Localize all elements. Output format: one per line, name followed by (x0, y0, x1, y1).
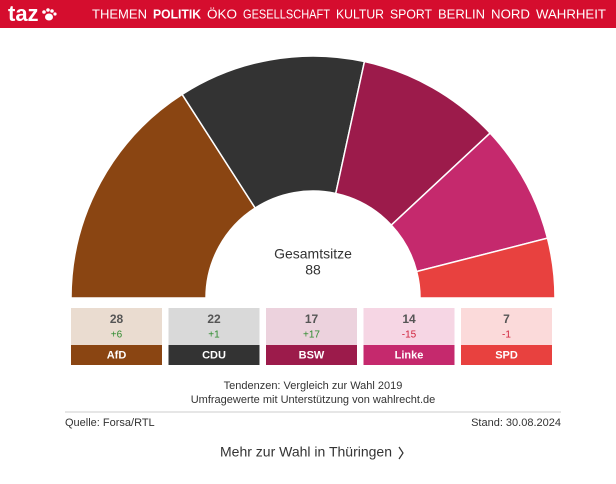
seat-count: 7 (503, 312, 510, 326)
seat-change: +17 (303, 330, 320, 341)
nav-item[interactable]: ÖKO (207, 6, 237, 21)
seat-segment (181, 55, 366, 210)
party-name: SPD (495, 349, 518, 361)
party-card (266, 308, 357, 345)
party-card (71, 308, 162, 345)
party-strip (461, 345, 552, 365)
date: Stand: 30.08.2024 (471, 417, 561, 429)
seat-change: -1 (502, 330, 511, 341)
seat-change: +1 (208, 330, 220, 341)
party-name: BSW (299, 349, 325, 361)
party-card (363, 308, 455, 345)
nav-item[interactable]: NORD (491, 6, 530, 21)
seat-count: 22 (207, 312, 221, 326)
note: Umfragewerte mit Unterstützung von wahlr… (191, 394, 436, 406)
nav-item[interactable]: WAHRHEIT (536, 6, 606, 21)
nav-bar (0, 0, 616, 28)
nav-item[interactable]: KULTUR (336, 6, 384, 21)
seat-segment (415, 237, 556, 299)
party-strip (266, 345, 357, 365)
seat-change: +6 (111, 330, 123, 341)
nav-item[interactable]: THEMEN (92, 6, 147, 21)
seat-count: 14 (402, 312, 416, 326)
note: Tendenzen: Vergleich zur Wahl 2019 (224, 380, 403, 392)
seat-count: 28 (110, 312, 124, 326)
nav-item[interactable]: POLITIK (153, 6, 202, 21)
nav-item[interactable]: SPORT (390, 6, 432, 21)
party-name: Linke (395, 349, 424, 361)
source: Quelle: Forsa/RTL (65, 417, 155, 429)
party-name: CDU (202, 349, 226, 361)
party-card (461, 308, 552, 345)
center-label: Gesamtsitze (274, 246, 352, 262)
total-seats: 88 (305, 262, 321, 278)
logo-paw (42, 8, 57, 21)
seat-change: -15 (402, 330, 417, 341)
seat-count: 17 (305, 312, 319, 326)
party-strip (71, 345, 162, 365)
party-name: AfD (107, 349, 127, 361)
seat-segment (70, 93, 257, 299)
nav-item[interactable]: BERLIN (438, 6, 485, 21)
logo[interactable]: taz (8, 1, 39, 26)
chevron (398, 446, 404, 460)
party-strip (168, 345, 260, 365)
nav-item[interactable]: GESELLSCHAFT (243, 6, 330, 21)
more-link[interactable]: Mehr zur Wahl in Thüringen (220, 444, 392, 460)
party-strip (363, 345, 455, 365)
party-card (168, 308, 260, 345)
